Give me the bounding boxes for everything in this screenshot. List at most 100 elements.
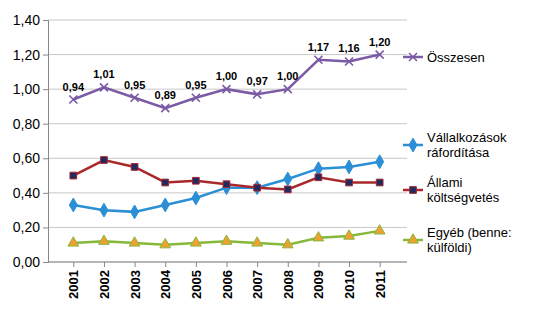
marker — [252, 237, 263, 246]
x-tick: 2007 — [250, 262, 265, 299]
x-tick-mark — [196, 262, 197, 267]
x-tick-mark — [227, 262, 228, 267]
data-label: 0,95 — [124, 79, 145, 91]
x-tick: 2008 — [281, 262, 296, 299]
x-tick: 2011 — [373, 262, 388, 298]
y-tick: 1,20 — [13, 47, 48, 63]
series — [69, 51, 383, 113]
legend-entry: Vállalkozásokráfordítása — [403, 130, 507, 161]
marker — [221, 235, 232, 244]
series-line — [73, 160, 379, 189]
series-line — [73, 55, 379, 109]
marker — [223, 181, 231, 195]
marker — [376, 179, 383, 186]
x-tick-label: 2002 — [97, 270, 112, 299]
series — [70, 157, 383, 193]
x-tick: 2009 — [311, 262, 326, 299]
marker — [253, 181, 261, 195]
x-tick-mark — [318, 262, 319, 267]
y-tick-mark — [43, 55, 48, 56]
legend-marker — [408, 234, 419, 243]
data-label: 1,00 — [277, 70, 298, 82]
x-tick: 2003 — [128, 262, 143, 299]
y-tick: 0,20 — [13, 219, 48, 235]
marker — [374, 225, 385, 234]
marker — [69, 198, 77, 212]
series-line — [73, 162, 379, 212]
data-label: 0,95 — [185, 79, 206, 91]
marker — [131, 205, 139, 219]
data-label: 1,00 — [216, 70, 237, 82]
x-tick-mark — [288, 262, 289, 267]
y-tick: 1,00 — [13, 81, 48, 97]
marker — [254, 184, 261, 191]
marker — [315, 174, 322, 181]
marker — [345, 57, 353, 65]
x-tick-mark — [104, 262, 105, 267]
marker — [223, 85, 231, 93]
x-axis: 2001200220032004200520062007200820092010… — [48, 262, 407, 299]
x-tick-mark — [73, 262, 74, 267]
legend: ÖsszesenVállalkozásokráfordításaÁllamikö… — [403, 50, 512, 256]
series-line — [73, 231, 379, 245]
marker — [282, 239, 293, 248]
marker — [131, 164, 138, 171]
data-label: 1,20 — [369, 36, 390, 48]
y-tick-label: 0,40 — [13, 185, 40, 201]
marker — [131, 94, 139, 102]
x-tick-mark — [165, 262, 166, 267]
x-tick-label: 2011 — [373, 270, 388, 298]
y-tick-label: 0,20 — [13, 219, 40, 235]
y-tick: 0,60 — [13, 150, 48, 166]
data-label: 0,89 — [155, 89, 176, 101]
marker — [193, 177, 200, 184]
y-tick-label: 0,80 — [13, 116, 40, 132]
x-tick-label: 2005 — [189, 270, 204, 299]
x-tick: 2004 — [158, 262, 173, 299]
x-tick-label: 2009 — [311, 270, 326, 299]
y-tick-mark — [43, 20, 48, 21]
data-labels: 0,941,010,950,890,951,000,971,001,171,16… — [63, 36, 391, 102]
y-tick-label: 0,60 — [13, 150, 40, 166]
marker — [101, 157, 108, 164]
y-axis-line — [43, 21, 49, 263]
y-axis: 0,00 0,20 0,40 0,60 0,80 1,00 1,20 1,40 — [13, 12, 49, 270]
marker — [68, 237, 79, 246]
legend-label: Államiköltségvetés — [427, 175, 500, 206]
legend-entry: Egyéb (benne:külföldi) — [403, 225, 512, 256]
x-tick-label: 2004 — [158, 269, 173, 299]
marker — [284, 186, 291, 193]
data-label: 0,94 — [63, 81, 85, 93]
y-tick-mark — [43, 262, 48, 263]
legend-entry: Államiköltségvetés — [403, 175, 500, 206]
legend-label: Egyéb (benne:külföldi) — [427, 225, 512, 256]
grid — [48, 20, 407, 262]
y-tick-label: 1,40 — [13, 12, 40, 28]
marker — [344, 230, 355, 239]
x-tick-mark — [135, 262, 136, 267]
marker — [162, 179, 169, 186]
y-tick-mark — [43, 193, 48, 194]
y-tick-label: 0,00 — [13, 254, 40, 270]
x-tick-label: 2007 — [250, 270, 265, 299]
x-tick-mark — [257, 262, 258, 267]
series — [68, 225, 385, 248]
y-tick-label: 1,00 — [13, 81, 40, 97]
marker — [313, 232, 324, 241]
y-tick-mark — [43, 158, 48, 159]
marker — [253, 90, 261, 98]
y-tick: 0,80 — [13, 116, 48, 132]
y-tick-mark — [43, 124, 48, 125]
chart: 0,00 0,20 0,40 0,60 0,80 1,00 1,20 1,40 2001 2002… — [0, 0, 534, 331]
y-tick: 0,00 — [13, 254, 48, 270]
marker — [284, 172, 292, 186]
marker — [284, 85, 292, 93]
legend-marker — [410, 187, 417, 194]
x-tick: 2001 — [66, 262, 81, 299]
legend-marker — [409, 138, 417, 152]
data-label: 1,17 — [308, 41, 329, 53]
data-label: 1,16 — [338, 42, 359, 54]
grid-line — [48, 227, 407, 228]
x-tick-label: 2008 — [281, 270, 296, 299]
y-tick-mark — [43, 89, 48, 90]
